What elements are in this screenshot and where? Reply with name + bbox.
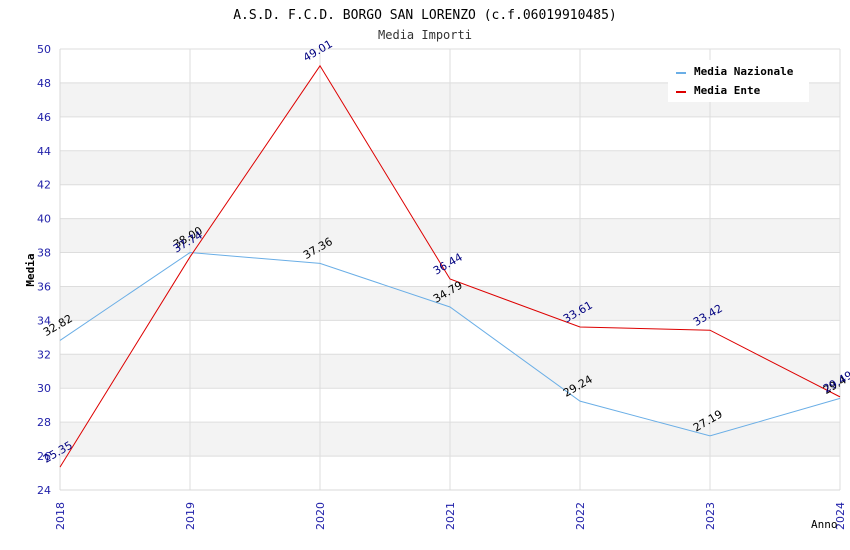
series-line-media-ente xyxy=(59,64,841,468)
series-group xyxy=(59,64,841,468)
y-tick-label: 40 xyxy=(37,213,51,226)
x-tick-label: 2022 xyxy=(574,502,587,530)
legend-box xyxy=(668,60,809,102)
data-label: 25.35 xyxy=(41,439,75,466)
x-tick-label: 2024 xyxy=(834,502,847,530)
y-axis-label: Media xyxy=(24,253,37,286)
y-tick-label: 28 xyxy=(37,416,51,429)
y-tick-label: 44 xyxy=(37,145,51,158)
data-label: 49.01 xyxy=(301,37,335,64)
y-tick-label: 46 xyxy=(37,111,51,124)
chart-title: A.S.D. F.C.D. BORGO SAN LORENZO (c.f.060… xyxy=(233,8,617,23)
x-axis-label: Anno xyxy=(811,518,838,531)
y-tick-label: 32 xyxy=(37,348,51,361)
legend-label-media-nazionale: Media Nazionale xyxy=(694,65,794,78)
y-tick-label: 26 xyxy=(37,450,51,463)
y-tick-label: 50 xyxy=(37,43,51,56)
y-tick-label: 24 xyxy=(37,484,51,497)
y-tick-label: 38 xyxy=(37,247,51,260)
y-tick-label: 42 xyxy=(37,179,51,192)
data-label: 36.44 xyxy=(431,251,465,278)
series-line-media-nazionale xyxy=(59,252,841,437)
legend: Media Nazionale Media Ente xyxy=(668,60,809,102)
x-tick-label: 2019 xyxy=(184,502,197,530)
y-tick-label: 30 xyxy=(37,382,51,395)
x-tick-label: 2023 xyxy=(704,502,717,530)
y-tick-label: 48 xyxy=(37,77,51,90)
y-tick-labels: 24 26 28 30 32 34 36 38 40 42 44 46 48 50 xyxy=(37,43,51,497)
y-tick-label: 34 xyxy=(37,314,51,327)
chart-subtitle: Media Importi xyxy=(378,28,472,42)
legend-label-media-ente: Media Ente xyxy=(694,84,761,97)
y-tick-label: 36 xyxy=(37,280,51,293)
x-tick-label: 2018 xyxy=(54,502,67,530)
x-tick-label: 2020 xyxy=(314,502,327,530)
x-tick-labels: 2018 2019 2020 2021 2022 2023 2024 xyxy=(54,502,847,530)
x-tick-label: 2021 xyxy=(444,502,457,530)
